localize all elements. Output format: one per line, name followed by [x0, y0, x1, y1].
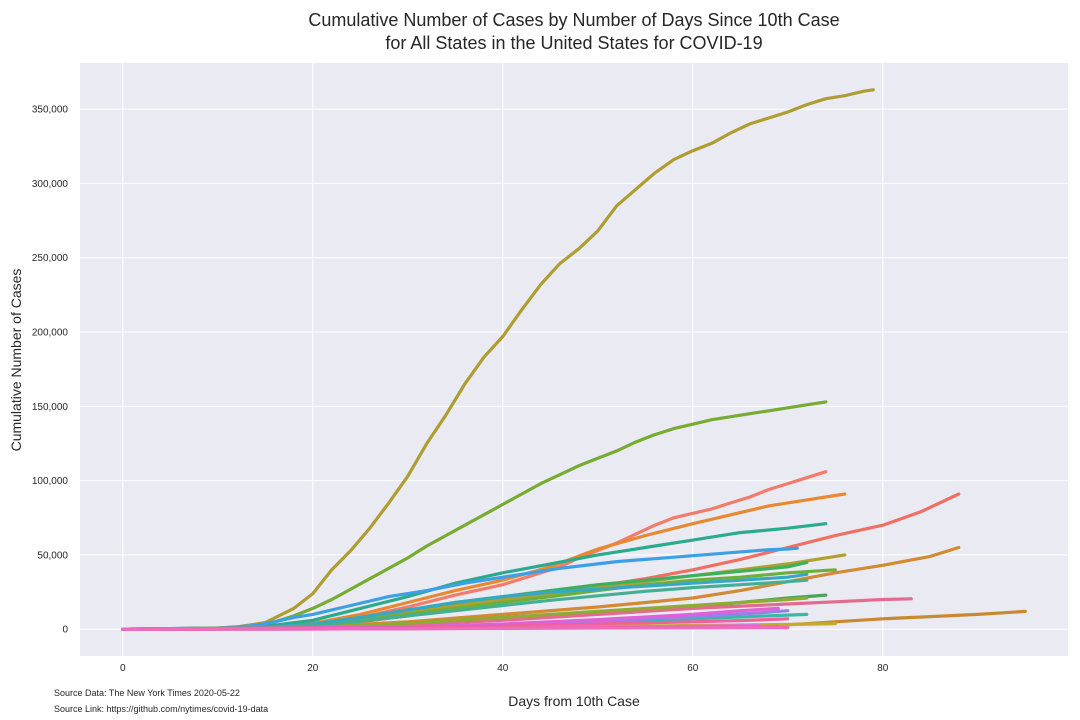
y-tick-label: 300,000 [32, 179, 69, 190]
x-tick-label: 60 [687, 663, 699, 674]
gridlines [80, 63, 1068, 656]
series-line-series-13 [121, 578, 809, 631]
y-axis-ticks: 0 50,000 100,000 150,000 200,000 250,000 300,0… [32, 105, 69, 636]
y-axis-label: Cumulative Number of Cases [8, 269, 24, 452]
x-tick-label: 80 [877, 663, 889, 674]
chart-subtitle: for All States in the United States for … [385, 33, 762, 53]
y-tick-label: 0 [62, 625, 68, 636]
series-line-series-1 [121, 88, 875, 631]
series-line-series-12 [121, 572, 809, 631]
source-link-note: Source Link: https://github.com/nytimes/… [54, 704, 269, 714]
y-tick-label: 100,000 [32, 476, 69, 487]
series-lines [121, 88, 1027, 631]
y-tick-label: 350,000 [32, 105, 69, 116]
series-line-series-2 [121, 400, 828, 631]
source-data-note: Source Data: The New York Times 2020-05-… [54, 688, 240, 698]
x-tick-label: 20 [307, 663, 319, 674]
x-tick-label: 40 [497, 663, 509, 674]
chart-title: Cumulative Number of Cases by Number of … [308, 10, 839, 30]
y-tick-label: 50,000 [37, 550, 68, 561]
y-tick-label: 150,000 [32, 402, 69, 413]
x-axis-ticks: 0 20 40 60 80 [120, 663, 889, 674]
x-axis-label: Days from 10th Case [508, 693, 640, 709]
series-line-series-25 [121, 625, 790, 631]
y-tick-label: 200,000 [32, 328, 69, 339]
series-line-series-7 [121, 546, 799, 631]
y-tick-label: 250,000 [32, 253, 69, 264]
series-line-series-6 [121, 522, 828, 631]
x-tick-label: 0 [120, 663, 126, 674]
